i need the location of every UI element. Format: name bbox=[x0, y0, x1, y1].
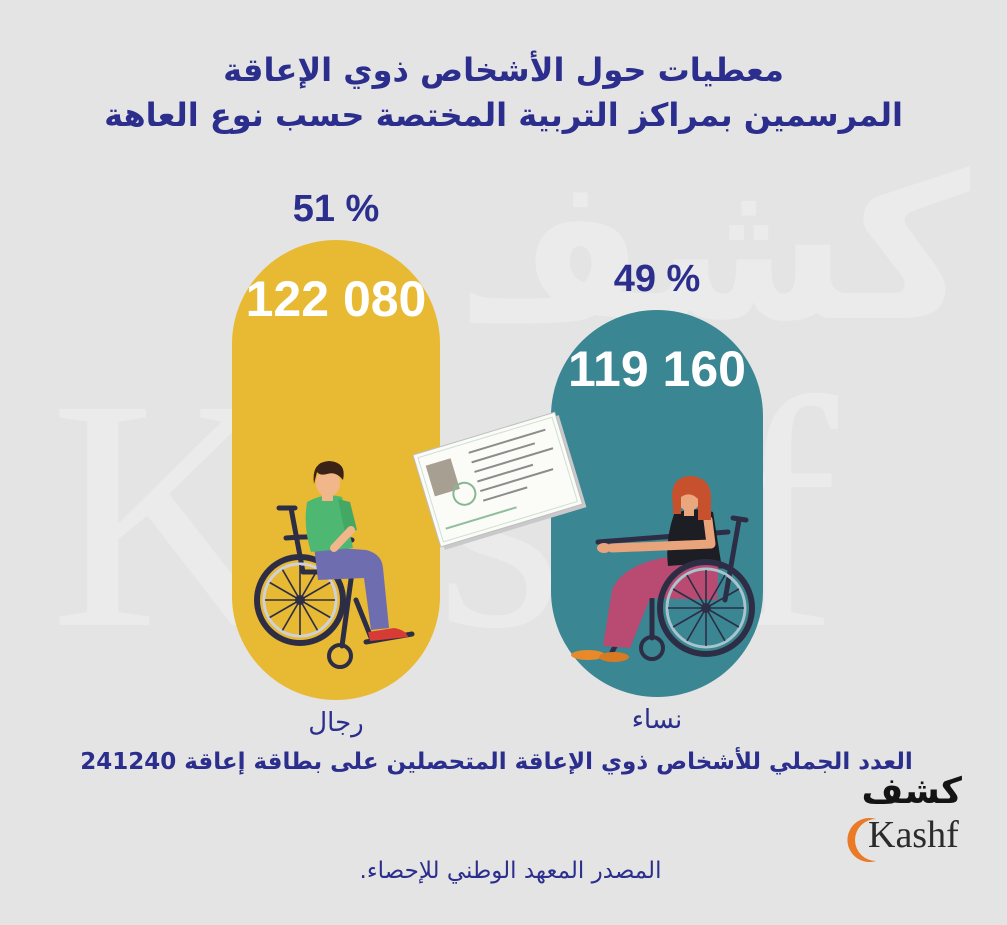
woman-wheelchair-icon bbox=[571, 476, 755, 662]
woman-skirt bbox=[603, 552, 719, 648]
man-shoe bbox=[368, 628, 408, 641]
woman-hand bbox=[597, 543, 611, 553]
card-text-line bbox=[471, 442, 536, 464]
man-big-wheel bbox=[254, 554, 346, 646]
woman-shoe bbox=[571, 650, 605, 660]
man-small-wheel bbox=[327, 643, 353, 669]
man-chair-frame bbox=[276, 505, 415, 649]
total-summary-value: 241240 bbox=[80, 749, 177, 775]
card-text-line bbox=[468, 428, 546, 454]
chart-title: معطيات حول الأشخاص ذوي الإعاقة المرسمين … bbox=[0, 48, 1007, 138]
crescent-shape bbox=[847, 818, 876, 862]
card-footer-line bbox=[445, 506, 517, 530]
bar-percent-label-men: 51 % bbox=[292, 188, 380, 230]
bar-women: 119 160 bbox=[551, 310, 763, 697]
bar-value-label-women: 119 160 bbox=[568, 341, 746, 397]
bar-value-label-men: 122 080 bbox=[245, 271, 427, 327]
total-summary: العدد الجملي للأشخاص ذوي الإعاقة المتحصل… bbox=[0, 747, 1007, 777]
bar-column-women: 49 % 119 160 نساء bbox=[551, 258, 763, 735]
watermark-arabic: كشف bbox=[470, 133, 970, 366]
man-sleeve bbox=[338, 499, 357, 533]
card-text-line bbox=[482, 486, 528, 502]
card-photo bbox=[425, 458, 460, 497]
card-text-line bbox=[480, 468, 554, 493]
woman-wheel-hub bbox=[701, 603, 711, 613]
logo-latin: Kashf bbox=[868, 814, 959, 856]
category-label-men: رجال bbox=[308, 708, 364, 738]
source-note: المصدر المعهد الوطني للإحصاء. bbox=[359, 858, 662, 884]
woman-hair bbox=[672, 476, 712, 520]
woman-small-wheel bbox=[639, 635, 665, 661]
man-wheel-hub bbox=[295, 595, 305, 605]
woman-big-wheel bbox=[657, 559, 755, 657]
man-hair bbox=[313, 461, 344, 484]
card-inner-frame bbox=[417, 416, 579, 543]
category-label-women: نساء bbox=[631, 705, 683, 735]
man-wheelchair-icon bbox=[254, 461, 415, 669]
crescent-icon bbox=[847, 818, 876, 862]
total-summary-label: العدد الجملي للأشخاص ذوي الإعاقة المتحصل… bbox=[184, 749, 913, 775]
logo-arabic: كشف bbox=[861, 771, 962, 812]
man-forearm bbox=[330, 526, 355, 552]
card-seal bbox=[452, 481, 477, 506]
card-text-line bbox=[474, 447, 554, 473]
chart-title-line-2: المرسمين بمراكز التربية المختصة حسب نوع … bbox=[104, 96, 903, 134]
disability-card-icon bbox=[412, 411, 587, 550]
woman-arm bbox=[607, 515, 716, 553]
woman-neck bbox=[684, 508, 694, 516]
woman-shoe bbox=[599, 652, 629, 662]
woman-big-wheel-rim bbox=[665, 567, 747, 649]
man-big-wheel-rim bbox=[262, 562, 338, 638]
man-pants bbox=[314, 546, 389, 630]
man-head bbox=[316, 469, 340, 497]
card-text-line bbox=[477, 463, 534, 483]
chart-title-line-1: معطيات حول الأشخاص ذوي الإعاقة bbox=[223, 51, 784, 89]
bar-percent-label-women: 49 % bbox=[613, 258, 701, 300]
